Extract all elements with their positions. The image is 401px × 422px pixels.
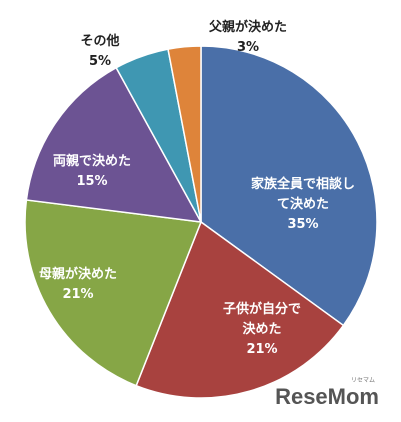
value-label: 21% xyxy=(62,287,94,302)
category-label: 子供が自分で決めた xyxy=(222,302,301,337)
category-label: その他 xyxy=(80,34,120,49)
value-label: 15% xyxy=(76,174,108,189)
category-label: 両親で決めた xyxy=(52,154,131,169)
slice-label: 両親で決めた 15% xyxy=(37,152,147,192)
watermark: ReseMom xyxy=(275,384,379,409)
watermark-sub: リセマム xyxy=(350,377,375,384)
pie-slice xyxy=(167,45,202,223)
value-label: 35% xyxy=(287,217,319,232)
pie-slice xyxy=(25,66,203,223)
pie-slice xyxy=(24,199,203,387)
slice-label: 家族全員で相談して決めた 35% xyxy=(248,175,358,235)
slice-label: その他 5% xyxy=(70,32,130,72)
category-label: 父親が決めた xyxy=(208,20,287,35)
value-label: 21% xyxy=(246,342,278,357)
pie-slice xyxy=(200,45,378,327)
value-label: 3% xyxy=(236,40,260,55)
slice-label: 母親が決めた 21% xyxy=(23,265,133,305)
slice-label: 子供が自分で決めた 21% xyxy=(217,300,307,360)
pie-slice xyxy=(135,220,345,399)
slice-label: 父親が決めた 3% xyxy=(203,18,293,58)
value-label: 5% xyxy=(88,54,112,69)
category-label: 母親が決めた xyxy=(38,267,117,282)
category-label: 家族全員で相談して決めた xyxy=(250,177,355,212)
